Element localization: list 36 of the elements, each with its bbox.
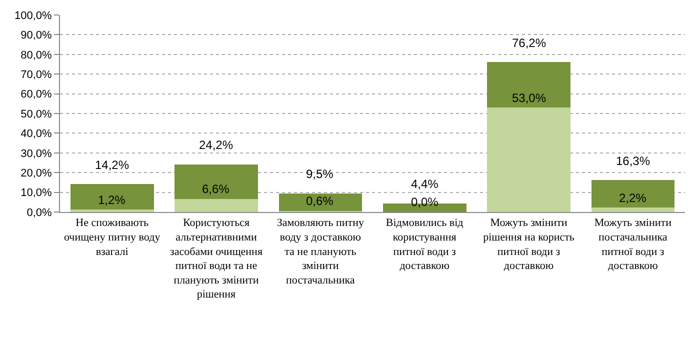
data-label: 6,6% xyxy=(202,182,230,196)
y-tick-label: 0,0% xyxy=(26,206,52,219)
bar xyxy=(278,193,362,211)
x-tick-label: Відмовились від користування питної води з доставкою xyxy=(386,217,464,272)
total-label: 4,4% xyxy=(411,177,439,191)
bar xyxy=(174,164,258,199)
bar xyxy=(591,180,675,208)
y-tick-label: 80,0% xyxy=(20,49,52,62)
bar xyxy=(70,184,154,210)
x-tick-label: Замовляють питну воду з доставкою та не планують змінити постачальника xyxy=(276,217,364,286)
x-tick-label: Можуть змінити постачальника питної води з доставкою xyxy=(594,217,672,272)
y-tick-label: 10,0% xyxy=(20,187,52,200)
bar xyxy=(174,199,258,212)
y-tick-label: 70,0% xyxy=(20,68,52,81)
y-tick-label: 20,0% xyxy=(20,167,52,180)
y-tick-label: 60,0% xyxy=(20,88,52,101)
bar xyxy=(591,208,675,212)
total-label: 76,2% xyxy=(512,36,546,50)
total-label: 16,3% xyxy=(616,154,650,168)
y-tick-label: 50,0% xyxy=(20,108,52,120)
data-label: 0,6% xyxy=(306,194,334,208)
x-tick-label: Можуть змінити рішення на користь питної води з доставкою xyxy=(483,217,574,272)
x-tick-label: Користуються альтернативними засобами очищення питної води та не планують змінити рішення xyxy=(170,217,263,301)
bar xyxy=(487,108,570,212)
bar xyxy=(487,62,570,108)
x-tick-label: Не споживають очищену питну воду взагалі xyxy=(64,217,161,258)
total-label: 24,2% xyxy=(199,138,234,152)
y-tick-label: 40,0% xyxy=(20,128,52,140)
y-tick-label: 30,0% xyxy=(20,148,52,160)
y-tick-label: 100,0% xyxy=(14,10,52,22)
data-label: 1,2% xyxy=(98,193,126,207)
y-tick-label: 90,0% xyxy=(20,30,52,42)
data-label: 2,2% xyxy=(619,191,647,205)
data-label: 53,0% xyxy=(512,91,546,105)
total-label: 9,5% xyxy=(306,167,334,181)
total-label: 14,2% xyxy=(95,158,130,172)
